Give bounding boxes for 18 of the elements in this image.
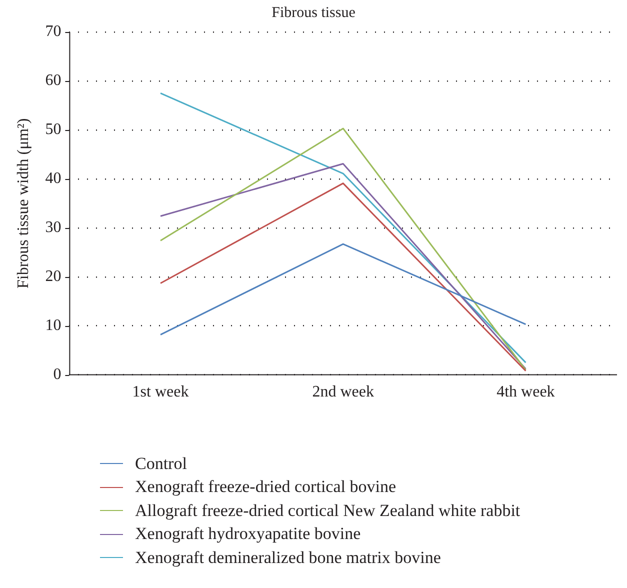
y-tick-label: 20: [45, 268, 62, 286]
legend-label: Xenograft freeze-dried cortical bovine: [135, 477, 396, 498]
legend-label: Xenograft hydroxyapatite bovine: [135, 524, 361, 544]
chart-title: Fibrous tissue: [272, 4, 356, 21]
legend-label: Xenograft demineralized bone matrix bovine: [135, 548, 441, 568]
y-tick-label: 10: [45, 317, 62, 334]
x-tick-label: 2nd week: [312, 384, 374, 401]
y-tick-label: 70: [45, 23, 62, 40]
y-tick-label: 60: [45, 72, 62, 90]
y-tick-label: 30: [45, 219, 62, 236]
legend-label: Allograft freeze-dried cortical New Zealand white rabbit: [135, 500, 520, 521]
y-tick-label: 0: [53, 366, 62, 384]
x-tick-label: 4th week: [496, 384, 555, 401]
y-axis-title: Fibrous tissue width (μm²): [14, 118, 32, 289]
legend-label: Control: [135, 454, 187, 474]
y-tick-label: 40: [45, 170, 62, 188]
x-tick-label: 1st week: [132, 384, 189, 401]
y-tick-label: 50: [45, 121, 62, 138]
